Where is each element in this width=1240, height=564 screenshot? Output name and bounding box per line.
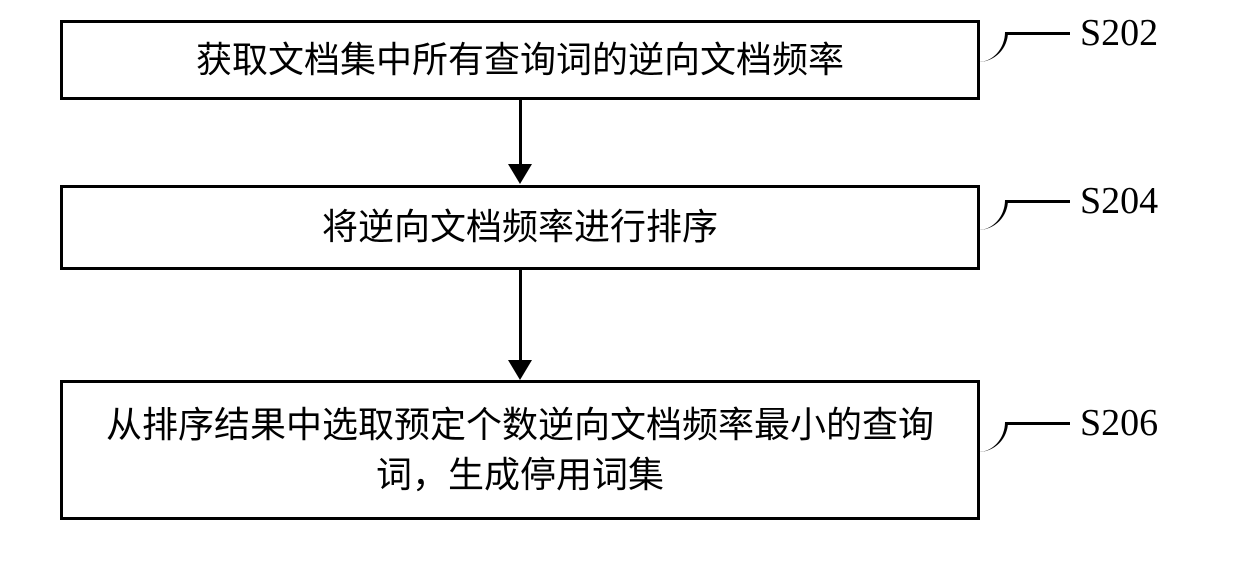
flow-node-n2: 将逆向文档频率进行排序 [60,185,980,270]
flow-node-n3: 从排序结果中选取预定个数逆向文档频率最小的查询词，生成停用词集 [60,380,980,520]
leader-line [1006,200,1070,203]
flow-node-n1: 获取文档集中所有查询词的逆向文档频率 [60,20,980,100]
arrow-head-icon [508,164,532,184]
flow-node-text: 将逆向文档频率进行排序 [322,202,718,252]
arrow-n2-n3 [508,270,532,380]
step-label: S202 [1080,11,1158,55]
step-label: S206 [1080,401,1158,445]
arrow-line [519,270,522,360]
flow-node-text: 获取文档集中所有查询词的逆向文档频率 [196,35,844,85]
arrow-n1-n2 [508,100,532,184]
flow-node-text: 从排序结果中选取预定个数逆向文档频率最小的查询词，生成停用词集 [83,400,957,501]
leader-curve [978,422,1008,452]
leader-curve [978,32,1008,62]
arrow-line [519,100,522,164]
arrow-head-icon [508,360,532,380]
flowchart: 获取文档集中所有查询词的逆向文档频率 S202 将逆向文档频率进行排序 S204 从排序… [0,0,1240,564]
leader-line [1006,32,1070,35]
leader-curve [978,200,1008,230]
leader-line [1006,422,1070,425]
step-label: S204 [1080,179,1158,223]
